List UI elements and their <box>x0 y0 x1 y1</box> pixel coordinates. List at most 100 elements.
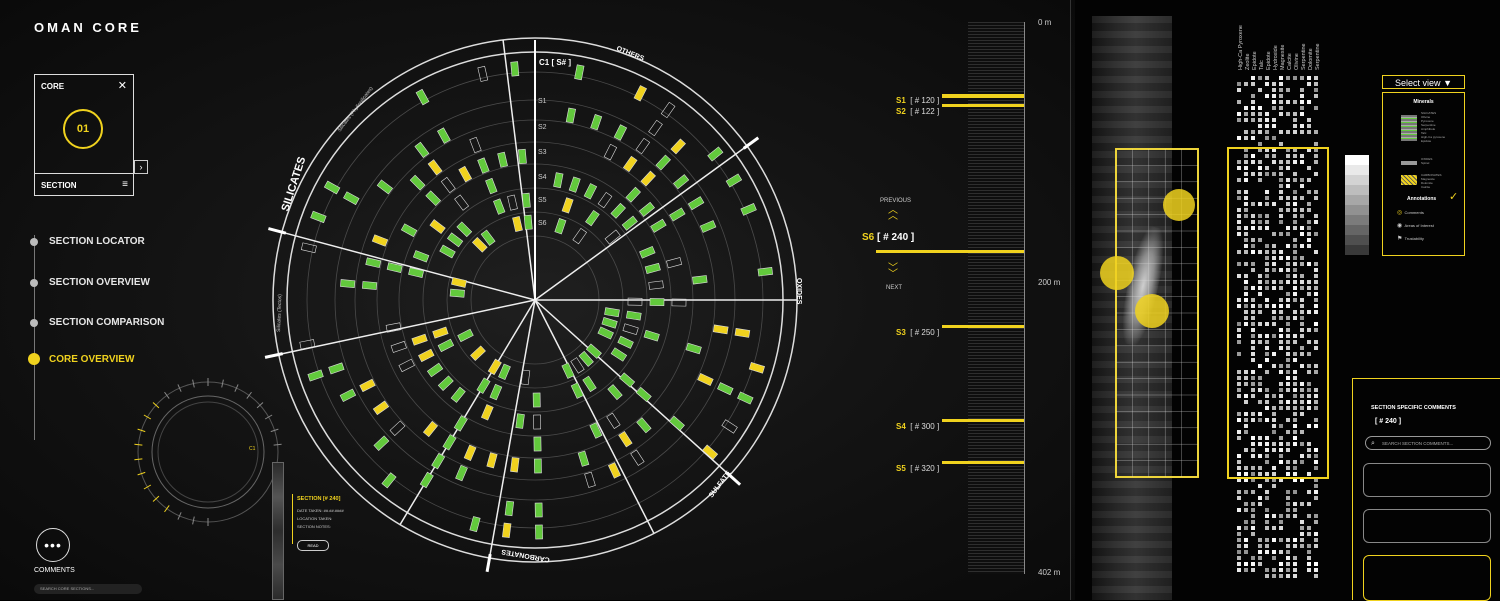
annotation-trustability[interactable]: ⚑ Trustability <box>1397 235 1424 242</box>
chevron-down-icon[interactable]: ﹀ ﹀ <box>888 263 898 280</box>
heatmap-cell <box>1300 526 1304 530</box>
area-of-interest-marker[interactable] <box>1135 294 1169 328</box>
heatmap-cell <box>1307 514 1311 518</box>
heatmap-cell <box>1293 514 1297 518</box>
heatmap-cell <box>1237 478 1241 482</box>
heatmap-cell <box>1279 346 1283 350</box>
next-label[interactable]: NEXT <box>886 285 903 291</box>
core-card[interactable]: CORE ✕ 01 SECTION ≡ <box>34 74 134 196</box>
checkmark-icon[interactable]: ✓ <box>1449 191 1459 203</box>
mineral-cell <box>697 372 714 387</box>
heatmap-cell <box>1286 178 1290 182</box>
area-of-interest-marker[interactable] <box>1163 189 1195 221</box>
core-number: 01 <box>76 123 90 135</box>
section-bar-s1[interactable] <box>942 94 1024 98</box>
heatmap-cell <box>1286 76 1290 80</box>
core-zoom-grid[interactable] <box>1100 140 1210 485</box>
heatmap-cell <box>1307 262 1311 266</box>
comments-button[interactable]: ••• <box>36 528 70 562</box>
comment-card[interactable] <box>1363 509 1491 543</box>
heatmap-cell <box>1244 160 1248 164</box>
heatmap-cell <box>1272 244 1276 248</box>
annotation-areas[interactable]: ◉ Areas of Interest <box>1397 222 1434 229</box>
heatmap-cell <box>1279 214 1283 218</box>
nav-item-section-locator[interactable]: SECTION LOCATOR <box>30 236 145 247</box>
heatmap-cell <box>1272 256 1276 260</box>
heatmap-cell <box>1265 124 1269 128</box>
section-bar-s3[interactable] <box>942 325 1024 328</box>
heatmap-cell <box>1300 214 1304 218</box>
read-button[interactable]: READ <box>297 540 329 551</box>
area-of-interest-marker[interactable] <box>1100 256 1134 290</box>
heatmap-cell <box>1279 340 1283 344</box>
nav-item-section-comparison[interactable]: SECTION COMPARISON <box>30 317 164 328</box>
heatmap-cell <box>1279 364 1283 368</box>
heatmap-cell <box>1251 478 1255 482</box>
heatmap-cell <box>1279 160 1283 164</box>
search-core-sections-input[interactable]: SEARCH CORE SECTIONS... <box>34 584 142 594</box>
heatmap-cell <box>1265 154 1269 158</box>
heatmap-cell <box>1244 280 1248 284</box>
heatmap-cell <box>1258 544 1262 548</box>
heatmap-cell <box>1251 352 1255 356</box>
mineral-cell <box>449 288 465 298</box>
section-marker-s2[interactable]: S2 [ # 122 ] <box>896 101 939 119</box>
mineral-cell <box>534 502 543 518</box>
heatmap-cell <box>1286 358 1290 362</box>
heatmap-cell <box>1314 562 1318 566</box>
heatmap-cell <box>1307 286 1311 290</box>
radial-mineral-chart[interactable]: C1 [ S# ] S1 S2 S3 S4 S5 S6 SILICATES OT… <box>260 26 820 586</box>
mineral-column-label: Epidote <box>1252 51 1258 70</box>
section-marker-s3[interactable]: S3 [ # 250 ] <box>896 322 939 340</box>
mineral-cell <box>426 362 444 378</box>
current-section-bar[interactable] <box>876 250 1024 253</box>
depth-core-column[interactable] <box>968 22 1024 574</box>
nav-item-core-overview[interactable]: CORE OVERVIEW <box>28 353 134 365</box>
heatmap-cell <box>1279 280 1283 284</box>
section-marker-s5[interactable]: S5 [ # 320 ] <box>896 458 939 476</box>
menu-icon[interactable]: ≡ <box>122 179 128 190</box>
section-marker-s1[interactable]: S1 [ # 120 ] <box>896 90 939 108</box>
mineral-cell <box>365 257 382 269</box>
section-marker-s4[interactable]: S4 [ # 300 ] <box>896 416 939 434</box>
mineral-cell <box>510 457 520 473</box>
section-bar-s2[interactable] <box>942 104 1024 107</box>
heatmap-cell <box>1293 538 1297 542</box>
heatmap-cell <box>1293 226 1297 230</box>
heatmap-cell <box>1251 490 1255 494</box>
section-bar-s4[interactable] <box>942 419 1024 422</box>
nav-item-section-overview[interactable]: SECTION OVERVIEW <box>30 277 150 288</box>
expand-arrow-button[interactable]: › <box>134 160 148 174</box>
heatmap-cell <box>1300 310 1304 314</box>
close-icon[interactable]: ✕ <box>117 80 127 92</box>
core-number-badge[interactable]: 01 <box>63 109 103 149</box>
heatmap-cell <box>1293 292 1297 296</box>
heatmap-cell <box>1251 556 1255 560</box>
heatmap-cell <box>1265 550 1269 554</box>
heatmap-cell <box>1272 322 1276 326</box>
heatmap-cell <box>1258 376 1262 380</box>
ring-label-s6: S6 <box>538 220 547 227</box>
mineral-cell <box>409 174 426 191</box>
mineral-heatmap[interactable]: High-Ca Pyroxene Zeolite Epidote Talc Epidot… <box>1222 0 1342 600</box>
heatmap-cell <box>1258 484 1262 488</box>
select-view-dropdown[interactable]: Select view ▼ <box>1382 75 1465 89</box>
previous-label[interactable]: PREVIOUS <box>880 198 912 204</box>
mineral-cell <box>737 391 754 405</box>
heatmap-cell <box>1237 370 1241 374</box>
mineral-cell <box>655 154 671 171</box>
comment-card-active[interactable] <box>1363 555 1491 601</box>
comment-card[interactable] <box>1363 463 1491 497</box>
heatmap-cell <box>1265 544 1269 548</box>
section-bar-s5[interactable] <box>942 461 1024 464</box>
chevron-up-icon[interactable]: ︿ ︿ <box>888 205 898 222</box>
section-info-date: DATE TAKEN: ##.##.#### <box>297 508 344 513</box>
heatmap-cell <box>1237 274 1241 278</box>
mineral-cell <box>604 229 621 245</box>
heatmap-cell <box>1314 280 1318 284</box>
search-section-comments-input[interactable]: ⌕ SEARCH SECTION COMMENTS... <box>1365 436 1491 450</box>
heatmap-cell <box>1279 370 1283 374</box>
heatmap-cell <box>1244 202 1248 206</box>
heatmap-cell <box>1258 76 1262 80</box>
annotation-comments[interactable]: ◎ Comments <box>1397 209 1424 216</box>
